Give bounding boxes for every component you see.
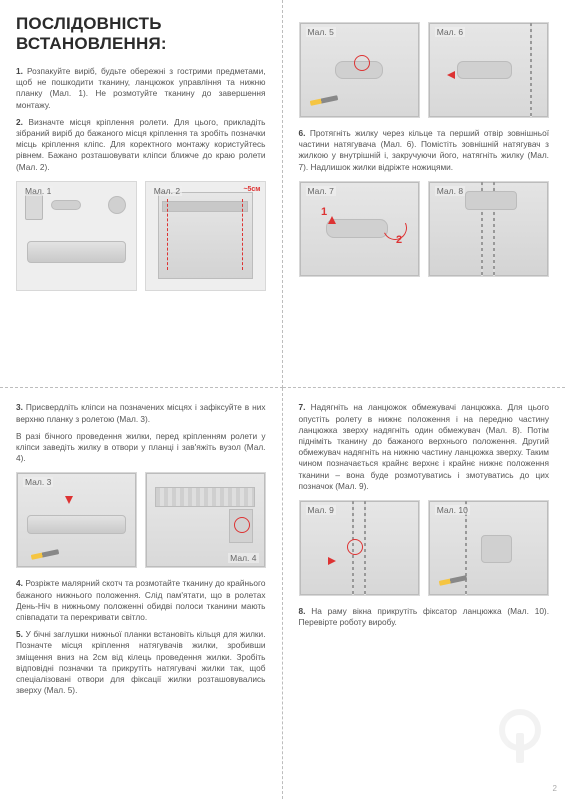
roller-shape [27, 515, 127, 534]
figure-8: Мал. 8 [428, 181, 549, 277]
figure-6: Мал. 6 [428, 22, 549, 118]
figure-7: Мал. 7 1 2 [299, 181, 420, 277]
figure-5-label: Мал. 5 [306, 27, 336, 37]
figure-9-label: Мал. 9 [306, 505, 336, 515]
figure-10-label: Мал. 10 [435, 505, 470, 515]
step-5: 5. У бічні заглушки нижньої планки встан… [16, 629, 266, 696]
figure-4-label: Мал. 4 [228, 553, 258, 563]
figure-1: Мал. 1 [16, 181, 137, 291]
step-1-number: 1. [16, 66, 23, 76]
figure-row-9-10: Мал. 9 Мал. 10 [299, 500, 550, 596]
step-7: 7. Надягніть на ланцюжок обмежувачі ланц… [299, 402, 550, 492]
chain-shape [530, 23, 532, 117]
ring-shape [108, 196, 126, 214]
rail-shape [162, 201, 248, 212]
step-8-number: 8. [299, 606, 306, 616]
step-1: 1. Розпакуйте виріб, будьте обережні з г… [16, 66, 266, 111]
figure-7-label: Мал. 7 [306, 186, 336, 196]
figure-5: Мал. 5 [299, 22, 420, 118]
step-3-number: 3. [16, 402, 23, 412]
step-2-number: 2. [16, 117, 23, 127]
quadrant-bottom-right: 7. Надягніть на ланцюжок обмежувачі ланц… [283, 388, 565, 799]
step-2-text: Визначте місця кріплення ролети. Для цьо… [16, 117, 266, 172]
figure-2-label: Мал. 2 [152, 186, 182, 196]
figure-row-7-8: Мал. 7 1 2 Мал. 8 [299, 181, 550, 277]
step-7-text: Надягніть на ланцюжок обмежувачі ланцюжк… [299, 402, 550, 490]
step-5-number: 5. [16, 629, 23, 639]
step-3: 3. Присвердліть кліпси на позначених міс… [16, 402, 266, 424]
step-3-text: Присвердліть кліпси на позначених місцях… [16, 402, 266, 423]
figure-1-label: Мал. 1 [23, 186, 53, 196]
figure-6-label: Мал. 6 [435, 27, 465, 37]
guide-line-left [167, 199, 168, 270]
step-3b: В разі бічного проведення жилки, перед к… [16, 431, 266, 465]
step-6: 6. Протягніть жилку через кільце та перш… [299, 128, 550, 173]
highlight-circle [234, 517, 250, 533]
quadrant-bottom-left: 3. Присвердліть кліпси на позначених міс… [0, 388, 283, 799]
step-8-text: На раму вікна прикрутіть фіксатор ланцюж… [299, 606, 550, 627]
chain-shape-2 [364, 501, 366, 595]
callout-1: 1 [321, 206, 327, 218]
figure-8-label: Мал. 8 [435, 186, 465, 196]
instruction-page: ПОСЛІДОВНІСТЬ ВСТАНОВЛЕННЯ: 1. Розпакуйт… [0, 0, 565, 799]
page-title: ПОСЛІДОВНІСТЬ ВСТАНОВЛЕННЯ: [16, 14, 266, 54]
step-1-text: Розпакуйте виріб, будьте обережні з гост… [16, 66, 266, 110]
figure-row-5-6: Мал. 5 Мал. 6 [299, 22, 550, 118]
tensioner-shape [457, 61, 512, 80]
bracket-shape [25, 194, 43, 220]
watermark-icon [491, 701, 549, 759]
part-shape [51, 200, 81, 210]
highlight-circle [347, 539, 363, 555]
step-2: 2. Визначте місця кріплення ролети. Для … [16, 117, 266, 173]
arrow-icon [447, 71, 455, 79]
step-6-text: Протягніть жилку через кільце та перший … [299, 128, 550, 172]
step-4: 4. Розріжте малярний скотч та розмотайте… [16, 578, 266, 623]
figure-3-label: Мал. 3 [23, 477, 53, 487]
quadrant-top-left: ПОСЛІДОВНІСТЬ ВСТАНОВЛЕННЯ: 1. Розпакуйт… [0, 0, 283, 388]
figure-2: Мал. 2 ~5см [145, 181, 266, 291]
fixator-shape [481, 535, 512, 563]
step-8: 8. На раму вікна прикрутіть фіксатор лан… [299, 606, 550, 628]
arrow-up-icon [328, 216, 336, 224]
chain-shape [465, 501, 467, 595]
step-4-number: 4. [16, 578, 23, 588]
figure-10: Мал. 10 [428, 500, 549, 596]
step-6-number: 6. [299, 128, 306, 138]
rail-top-shape [155, 487, 255, 508]
step-5-text: У бічні заглушки нижньої планки встанові… [16, 629, 266, 695]
figure-row-3-4: Мал. 3 Мал. 4 [16, 472, 266, 568]
figure-row-1-2: Мал. 1 Мал. 2 ~5см [16, 181, 266, 291]
roller-shape [27, 241, 127, 263]
figure-9: Мал. 9 [299, 500, 420, 596]
arrow-icon [328, 557, 336, 565]
quadrant-top-right: Мал. 5 Мал. 6 6. Протягніть жилку через … [283, 0, 565, 388]
page-number: 2 [553, 784, 557, 793]
arrow-down-icon [65, 496, 73, 504]
guide-line-right [242, 199, 243, 270]
figure-3: Мал. 3 [16, 472, 137, 568]
mechanism-shape [465, 191, 517, 210]
step-7-number: 7. [299, 402, 306, 412]
figure-4: Мал. 4 [145, 472, 266, 568]
step-4-text: Розріжте малярний скотч та розмотайте тк… [16, 578, 266, 622]
